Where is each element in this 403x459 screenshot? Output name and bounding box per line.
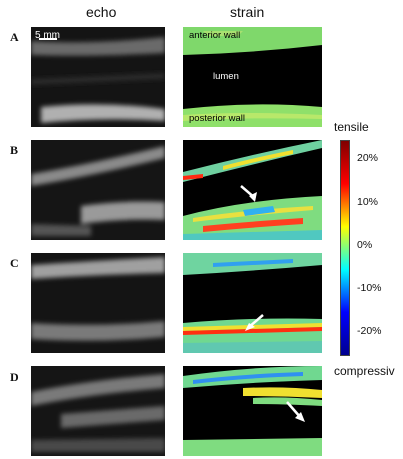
lumen-label: lumen: [213, 71, 239, 82]
strain-map-b: [183, 140, 322, 240]
row-label-d: D: [10, 370, 19, 384]
echo-image-a: 5 mm: [31, 27, 165, 127]
row-label-a: A: [10, 30, 19, 44]
posterior-wall-label: posterior wall: [189, 113, 245, 124]
colorbar-tick-neg10: -10%: [357, 282, 382, 294]
strain-column-header: strain: [230, 4, 265, 20]
echo-image-b: [31, 140, 165, 240]
strain-map-a: anterior wall lumen posterior wall: [183, 27, 322, 127]
colorbar-tick-0: 0%: [357, 239, 373, 251]
echo-column-header: echo: [86, 4, 117, 20]
strain-map-d: [183, 366, 322, 456]
strain-map-c: [183, 253, 322, 353]
colorbar-tick-20: 20%: [357, 152, 379, 164]
echo-image-d: [31, 366, 165, 456]
row-label-c: C: [10, 256, 19, 270]
colorbar-top-label: tensile: [334, 120, 369, 134]
anterior-wall-label: anterior wall: [189, 30, 241, 41]
scale-bar-label: 5 mm: [35, 30, 60, 41]
colorbar-tick-neg20: -20%: [357, 325, 382, 337]
colorbar-tick-10: 10%: [357, 196, 379, 208]
colorbar-bottom-label: compressiv: [334, 364, 395, 378]
row-label-b: B: [10, 143, 19, 157]
colorbar: [340, 140, 350, 356]
echo-image-c: [31, 253, 165, 353]
